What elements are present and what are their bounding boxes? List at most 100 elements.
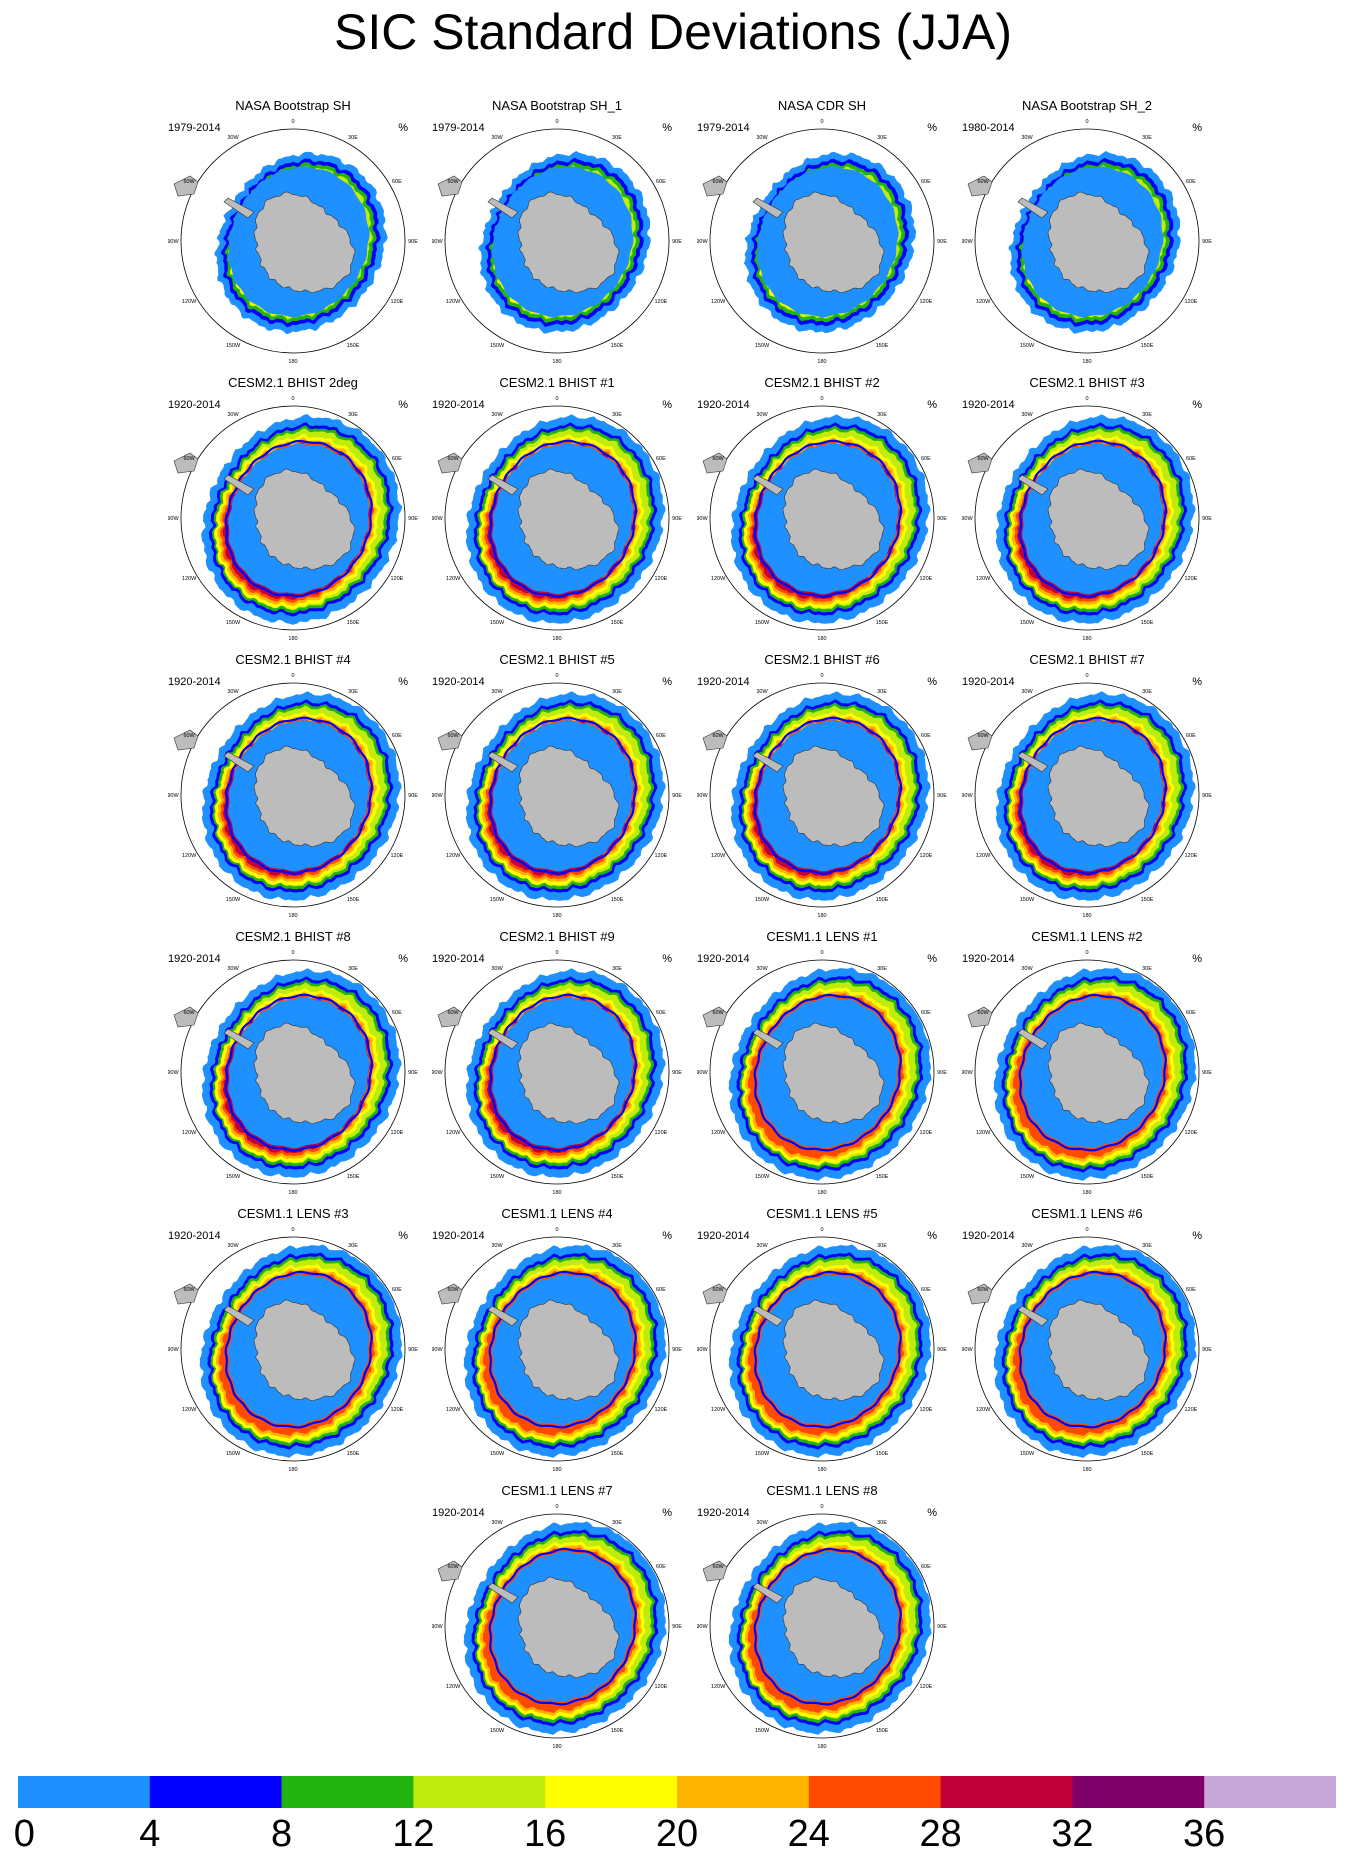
map-panel: CESM1.1 LENS #3 0 30E 60E 90E 120E 150E 180 150W…: [168, 1206, 418, 1476]
longitude-label: 90E: [937, 1070, 947, 1076]
longitude-label: 30W: [756, 412, 768, 418]
panel-unit: %: [1192, 399, 1202, 411]
longitude-label: 60W: [447, 456, 459, 462]
longitude-label: 60E: [656, 1287, 666, 1293]
longitude-label: 180: [552, 1190, 561, 1196]
polar-map: 0 30E 60E 90E 120E 150E 180 150W 120W 90W 60W 30W: [697, 673, 947, 919]
longitude-label: 90E: [408, 793, 418, 799]
longitude-label: 180: [552, 1467, 561, 1473]
longitude-label: 150W: [490, 343, 505, 349]
antarctic-peninsula: [223, 1305, 255, 1327]
longitude-label: 150W: [1020, 343, 1035, 349]
longitude-label: 30W: [491, 966, 503, 972]
longitude-label: 60W: [183, 1010, 195, 1016]
colorbar-tick-label: 0: [13, 1813, 35, 1855]
longitude-label: 180: [817, 1467, 826, 1473]
colorbar-bin: [1204, 1776, 1336, 1808]
antarctic-peninsula: [223, 1028, 255, 1050]
longitude-label: 90E: [408, 1070, 418, 1076]
longitude-label: 120W: [446, 1130, 461, 1136]
south-america-tip: [173, 1283, 199, 1305]
map-panel: CESM2.1 BHIST #4 0 30E 60E 90E 120E 150E 180 150…: [168, 652, 418, 922]
longitude-label: 90W: [697, 1624, 708, 1630]
panel-years: 1920-2014: [962, 676, 1015, 688]
polar-map: 0 30E 60E 90E 120E 150E 180 150W 120W 90W 60W 30W: [962, 119, 1212, 365]
longitude-label: 60E: [921, 179, 931, 185]
antarctica-landmass: [782, 1576, 885, 1679]
longitude-label: 120E: [1184, 299, 1197, 305]
polar-map: 0 30E 60E 90E 120E 150E 180 150W 120W 90W 60W 30W: [962, 673, 1212, 919]
antarctic-peninsula: [752, 474, 784, 496]
antarctic-peninsula: [223, 751, 255, 773]
longitude-label: 60W: [712, 1564, 724, 1570]
longitude-label: 150E: [876, 1174, 889, 1180]
panel-years: 1920-2014: [962, 399, 1015, 411]
sic-contour: [488, 439, 638, 598]
longitude-label: 30W: [491, 689, 503, 695]
map-panel: CESM1.1 LENS #6 0 30E 60E 90E 120E 150E 180 150W…: [962, 1206, 1212, 1476]
longitude-label: 60W: [977, 1287, 989, 1293]
longitude-label: 120W: [182, 576, 197, 582]
longitude-label: 60E: [656, 179, 666, 185]
longitude-label: 150W: [226, 1451, 241, 1457]
panel-title: NASA Bootstrap SH_1: [491, 98, 623, 113]
longitude-label: 60E: [656, 733, 666, 739]
longitude-label: 120W: [182, 853, 197, 859]
longitude-label: 30E: [1142, 689, 1152, 695]
map-panel: CESM2.1 BHIST #1 0 30E 60E 90E 120E 150E 180 150…: [432, 375, 682, 645]
antarctica-landmass: [253, 468, 356, 571]
longitude-label: 0: [291, 673, 294, 679]
colorbar-tick-label: 32: [1051, 1813, 1094, 1855]
longitude-label: 150E: [876, 343, 889, 349]
colorbar-tick-label: 24: [787, 1813, 830, 1855]
panel-title: CESM2.1 BHIST #5: [499, 652, 615, 667]
longitude-label: 90W: [168, 793, 179, 799]
antarctic-peninsula: [752, 1305, 784, 1327]
panel-years: 1920-2014: [697, 1507, 750, 1519]
panel-unit: %: [662, 399, 672, 411]
longitude-label: 180: [1082, 913, 1091, 919]
longitude-label: 180: [817, 636, 826, 642]
longitude-label: 150W: [490, 620, 505, 626]
map-panel: NASA Bootstrap SH_1 0 30E 60E 90E 120E 150E 180…: [432, 98, 682, 368]
longitude-label: 60W: [712, 456, 724, 462]
colorbar-tick-label: 12: [392, 1813, 435, 1855]
longitude-label: 30E: [612, 412, 622, 418]
panel-years: 1920-2014: [432, 1230, 485, 1242]
longitude-label: 120W: [446, 853, 461, 859]
longitude-label: 0: [555, 673, 558, 679]
polar-map: 0 30E 60E 90E 120E 150E 180 150W 120W 90W 60W 30W: [168, 950, 418, 1196]
antarctica-landmass: [253, 191, 356, 294]
polar-map: 0 30E 60E 90E 120E 150E 180 150W 120W 90W 60W 30W: [962, 1227, 1212, 1473]
longitude-label: 120E: [1184, 1407, 1197, 1413]
longitude-label: 90W: [962, 1347, 973, 1353]
panel-unit: %: [927, 1507, 937, 1519]
longitude-label: 90W: [168, 1347, 179, 1353]
south-america-tip: [967, 1006, 993, 1028]
sic-contour: [1018, 439, 1168, 598]
longitude-label: 0: [820, 396, 823, 402]
polar-map: 0 30E 60E 90E 120E 150E 180 150W 120W 90W 60W 30W: [432, 950, 682, 1196]
south-america-tip: [967, 729, 993, 751]
longitude-label: 90E: [672, 1070, 682, 1076]
longitude-label: 90E: [672, 1347, 682, 1353]
panel-unit: %: [1192, 676, 1202, 688]
polar-map: 0 30E 60E 90E 120E 150E 180 150W 120W 90W 60W 30W: [432, 673, 682, 919]
longitude-label: 180: [1082, 1467, 1091, 1473]
antarctica-landmass: [253, 745, 356, 848]
panel-title: CESM1.1 LENS #1: [766, 929, 878, 944]
longitude-label: 120E: [390, 576, 403, 582]
antarctic-peninsula: [1017, 751, 1049, 773]
south-america-tip: [437, 175, 463, 197]
panel-title: CESM2.1 BHIST #1: [499, 375, 615, 390]
longitude-label: 60W: [447, 179, 459, 185]
panel-unit: %: [927, 399, 937, 411]
longitude-label: 90E: [408, 1347, 418, 1353]
longitude-label: 30E: [348, 1243, 358, 1249]
map-panel: CESM1.1 LENS #8 0 30E 60E 90E 120E 150E 180 150W…: [697, 1483, 947, 1753]
panel-years: 1920-2014: [168, 676, 221, 688]
colorbar-tick-label: 20: [655, 1813, 699, 1855]
antarctica-landmass: [1047, 745, 1150, 848]
longitude-label: 90W: [432, 793, 443, 799]
longitude-label: 30E: [877, 1243, 887, 1249]
